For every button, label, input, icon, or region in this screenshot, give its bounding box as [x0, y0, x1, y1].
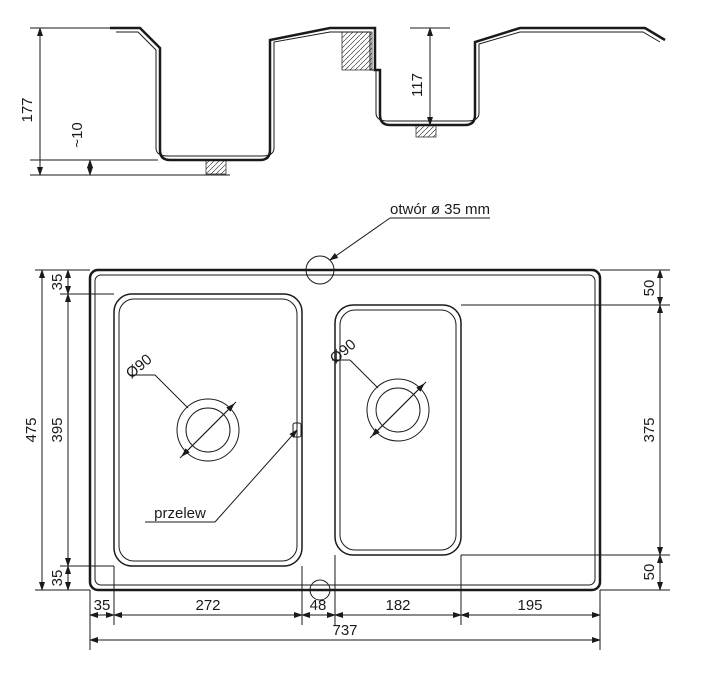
section-view: 177 ~10 117	[19, 28, 665, 175]
dim-117: 117	[409, 73, 426, 97]
overflow-label: przelew	[154, 505, 206, 522]
dim-l-mid: 395	[49, 417, 66, 442]
dim-b-b: 272	[195, 597, 220, 614]
dim-b-d: 182	[385, 597, 410, 614]
dim-l-top: 35	[49, 274, 66, 291]
dim-177: 177	[19, 97, 36, 122]
dim-r-bot: 50	[641, 564, 658, 581]
dim-10: ~10	[69, 122, 86, 147]
plan-view: Ø90 Ø90 przelew otwór ø 35 mm 35	[23, 201, 670, 650]
dim-b-a: 35	[94, 597, 111, 614]
dim-overall-h: 475	[23, 417, 40, 442]
dim-b-c: 48	[310, 597, 327, 614]
taphole-label: otwór ø 35 mm	[390, 201, 490, 218]
dim-r-mid: 375	[641, 417, 658, 442]
drain2-dia: Ø90	[327, 336, 360, 367]
technical-drawing: 177 ~10 117 Ø90	[10, 10, 710, 670]
dim-r-top: 50	[641, 280, 658, 297]
dim-overall-w: 737	[332, 622, 357, 639]
dim-l-bot: 35	[49, 570, 66, 587]
drain1-dia: Ø90	[123, 351, 156, 382]
dim-b-e: 195	[517, 597, 542, 614]
